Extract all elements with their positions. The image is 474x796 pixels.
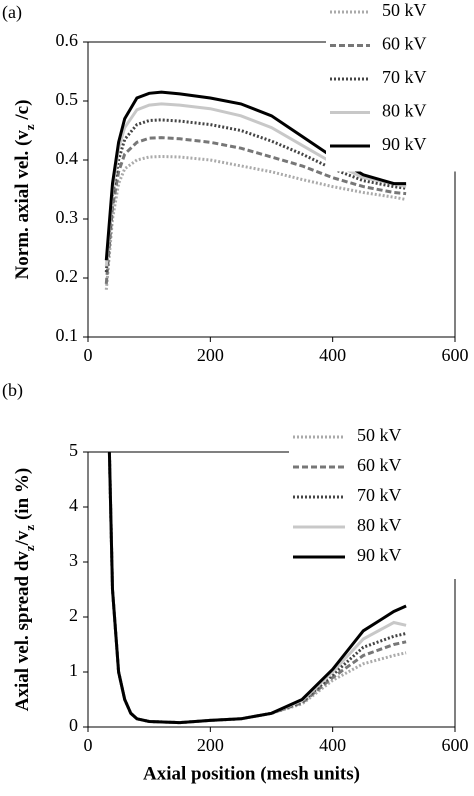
y-tick-label: 0.1	[56, 325, 79, 345]
y-label-part: /v	[12, 530, 33, 546]
legend-label: 70 kV	[382, 67, 427, 87]
legend-label: 60 kV	[382, 34, 427, 54]
y-tick-label: 0.6	[56, 30, 79, 50]
x-tick-label: 400	[319, 735, 346, 755]
y-label-part: (in %)	[12, 468, 33, 525]
legend: 50 kV 60 kV 70 kV 80 kV 90 kV	[326, 0, 470, 172]
series-line	[104, 136, 407, 285]
y-label-subscript: z	[22, 124, 37, 130]
series-line	[104, 118, 407, 273]
y-label-part: Norm. axial vel. (v	[12, 130, 33, 280]
legend-box	[326, 0, 470, 172]
legend-label: 50 kV	[357, 425, 402, 445]
y-tick-label: 5	[69, 440, 78, 460]
legend-label: 50 kV	[382, 0, 427, 20]
y-tick-label: 0.3	[56, 207, 79, 227]
y-tick-label: 0.2	[56, 266, 79, 286]
series-line	[107, 452, 407, 725]
y-tick-label: 1	[69, 660, 78, 680]
legend-label: 90 kV	[357, 545, 402, 565]
y-tick-label: 0.5	[56, 89, 79, 109]
x-tick-label: 200	[197, 345, 224, 365]
legend: 50 kV 60 kV 70 kV 80 kV 90 kV	[289, 423, 470, 579]
y-tick-label: 3	[69, 550, 78, 570]
y-label-subscript: z	[22, 545, 37, 551]
y-tick-label: 0	[69, 715, 78, 735]
legend-label: 80 kV	[382, 101, 427, 121]
y-tick-label: 4	[69, 495, 78, 515]
plot-frame	[87, 41, 456, 338]
plot-frame	[87, 451, 456, 728]
x-axis-label: Axial position (mesh units)	[143, 763, 360, 784]
x-tick-label: 200	[197, 735, 224, 755]
legend-label: 70 kV	[357, 485, 402, 505]
panel-label: (a)	[2, 2, 22, 23]
series-line	[104, 154, 407, 290]
legend-label: 80 kV	[357, 515, 402, 535]
y-axis-label: Axial vel. spread dvz/vz (in %)	[12, 468, 37, 711]
y-tick-label: 0.4	[56, 148, 79, 168]
y-label-part: Axial vel. spread dv	[12, 551, 33, 712]
legend-label: 90 kV	[382, 134, 427, 154]
x-tick-label: 0	[84, 735, 93, 755]
y-tick-label: 2	[69, 605, 78, 625]
series-line	[107, 452, 407, 725]
y-label-part: /c)	[12, 100, 33, 125]
y-axis-label: Norm. axial vel. (vz /c)	[12, 100, 37, 280]
x-tick-label: 600	[442, 345, 469, 365]
x-tick-label: 600	[442, 735, 469, 755]
legend-label: 60 kV	[357, 455, 402, 475]
legend-box	[289, 423, 470, 579]
x-tick-label: 400	[319, 345, 346, 365]
y-label-subscript: z	[22, 525, 37, 531]
x-tick-label: 0	[84, 345, 93, 365]
panel-label: (b)	[2, 380, 23, 401]
